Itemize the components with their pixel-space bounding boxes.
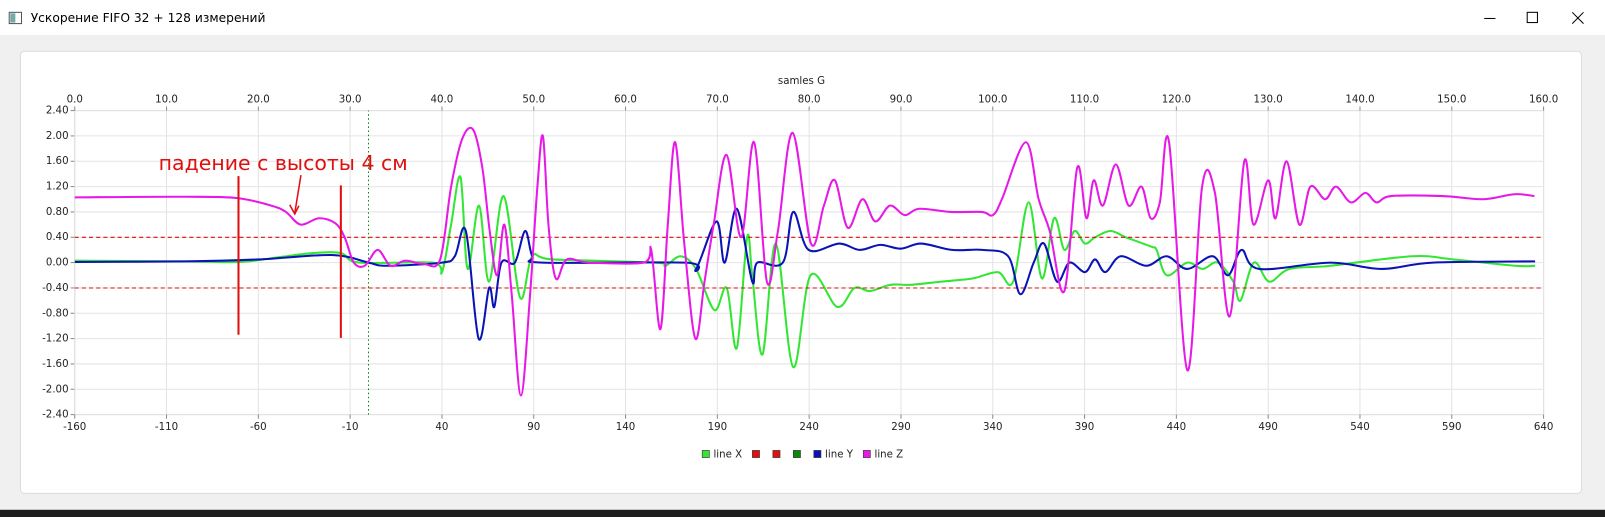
y-tick-label: 0.40 (46, 232, 69, 243)
top-tick-label: 50.0 (522, 94, 545, 105)
x-tick-label: 540 (1350, 422, 1370, 433)
x-tick-label: 590 (1442, 422, 1462, 433)
top-tick-label: 70.0 (706, 94, 729, 105)
x-tick-label: 190 (708, 422, 728, 433)
legend-swatch (793, 450, 801, 458)
x-tick-label: -10 (342, 422, 359, 433)
top-tick-label: 110.0 (1070, 94, 1099, 105)
maximize-button[interactable] (1526, 11, 1538, 24)
x-tick-label: 440 (1167, 422, 1187, 433)
x-tick-label: 490 (1258, 422, 1278, 433)
top-tick-label: 150.0 (1437, 94, 1466, 105)
legend-label: line Y (825, 450, 854, 461)
y-tick-label: 0.80 (46, 207, 69, 218)
y-tick-label: 2.00 (46, 131, 69, 142)
top-tick-label: 160.0 (1529, 94, 1558, 105)
top-tick-label: 120.0 (1162, 94, 1191, 105)
x-tick-label: 640 (1534, 422, 1554, 433)
top-tick-label: 140.0 (1345, 94, 1374, 105)
y-tick-label: -1.60 (42, 359, 68, 370)
window-icon-inner (10, 13, 16, 23)
y-tick-label: -0.40 (42, 283, 68, 294)
top-tick-label: 80.0 (798, 94, 821, 105)
top-tick-label: 0.0 (67, 94, 83, 105)
top-tick-label: 100.0 (978, 94, 1007, 105)
top-axis-label: samles G (778, 76, 825, 87)
plot: 2.40 2.00 1.60 1.20 0.80 0.40 0.00 -0.40 -0.80 -1… (42, 94, 1558, 433)
close-button[interactable] (1571, 11, 1584, 24)
y-tick-label: -1.20 (42, 334, 68, 345)
top-tick-label: 20.0 (247, 94, 270, 105)
legend-swatch (813, 450, 822, 458)
top-tick-label: 130.0 (1254, 94, 1283, 105)
y-tick-label: 0.00 (46, 258, 69, 269)
y-tick-label: 2.40 (46, 106, 69, 117)
series-line (74, 175, 1536, 369)
x-tick-label: 390 (1075, 422, 1095, 433)
top-tick-label: 60.0 (614, 94, 637, 105)
legend-swatch (772, 450, 781, 458)
series-line (74, 207, 1536, 341)
legend-label: line Z (874, 450, 903, 461)
annotation-text: падение с высоты 4 см (159, 151, 408, 175)
y-tick-label: 1.60 (46, 156, 69, 167)
legend-swatch (752, 450, 760, 458)
x-tick-label: 340 (983, 422, 1003, 433)
x-tick-label: -110 (155, 422, 178, 433)
legend-label: line X (713, 450, 742, 461)
top-tick-label: 90.0 (890, 94, 913, 105)
x-tick-label: 140 (616, 422, 636, 433)
x-tick-label: 290 (891, 422, 911, 433)
legend-swatch (862, 450, 871, 458)
y-tick-label: 1.20 (46, 182, 69, 193)
top-tick-label: 10.0 (155, 94, 178, 105)
window-title: Ускорение FIFO 32 + 128 измерений (31, 11, 266, 25)
top-tick-label: 30.0 (339, 94, 362, 105)
y-tick-label: -2.40 (42, 410, 68, 421)
legend-swatch (701, 450, 710, 458)
x-tick-label: 40 (435, 422, 448, 433)
y-tick-label: -2.00 (42, 384, 68, 395)
x-tick-label: 90 (527, 422, 540, 433)
y-tick-label: -0.80 (42, 308, 68, 319)
x-tick-label: -60 (250, 422, 267, 433)
legend: line X line Y line Z (701, 450, 903, 461)
title-bar (0, 0, 1605, 35)
series-line (74, 126, 1535, 397)
annotation-arrow (289, 174, 302, 216)
top-tick-label: 40.0 (431, 94, 454, 105)
x-tick-label: 240 (799, 422, 819, 433)
x-tick-label: -160 (63, 422, 86, 433)
